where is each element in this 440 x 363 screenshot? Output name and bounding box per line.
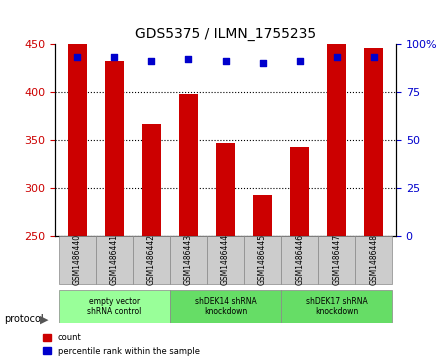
Text: ▶: ▶ — [40, 314, 48, 325]
FancyBboxPatch shape — [318, 236, 355, 284]
Text: GSM1486443: GSM1486443 — [184, 234, 193, 285]
Bar — [179, 94, 198, 236]
Text: GSM1486440: GSM1486440 — [73, 234, 82, 285]
Bar — [327, 42, 346, 236]
FancyBboxPatch shape — [170, 236, 207, 284]
Bar — [68, 42, 87, 236]
Point — [74, 54, 81, 60]
Text: shDEK17 shRNA
knockdown: shDEK17 shRNA knockdown — [306, 297, 367, 316]
Point — [111, 54, 118, 60]
Text: GSM1486445: GSM1486445 — [258, 234, 267, 285]
FancyBboxPatch shape — [96, 236, 133, 284]
Point — [222, 58, 229, 64]
FancyBboxPatch shape — [355, 236, 392, 284]
Text: GSM1486446: GSM1486446 — [295, 234, 304, 285]
FancyBboxPatch shape — [170, 290, 281, 323]
Text: protocol: protocol — [4, 314, 44, 325]
Bar — [142, 124, 161, 236]
Bar — [290, 147, 309, 236]
Point — [333, 54, 340, 60]
FancyBboxPatch shape — [244, 236, 281, 284]
Point — [185, 56, 192, 62]
Bar — [253, 195, 272, 236]
FancyBboxPatch shape — [281, 236, 318, 284]
Point — [296, 58, 303, 64]
Legend: count, percentile rank within the sample: count, percentile rank within the sample — [39, 330, 203, 359]
Bar — [216, 143, 235, 236]
Text: empty vector
shRNA control: empty vector shRNA control — [87, 297, 142, 316]
FancyBboxPatch shape — [133, 236, 170, 284]
Title: GDS5375 / ILMN_1755235: GDS5375 / ILMN_1755235 — [135, 27, 316, 41]
FancyBboxPatch shape — [207, 236, 244, 284]
Point — [259, 60, 266, 66]
Point — [370, 54, 377, 60]
Bar — [364, 48, 383, 236]
Text: GSM1486447: GSM1486447 — [332, 234, 341, 285]
Text: GSM1486442: GSM1486442 — [147, 234, 156, 285]
Text: GSM1486448: GSM1486448 — [369, 234, 378, 285]
Point — [148, 58, 155, 64]
Bar — [105, 61, 124, 236]
FancyBboxPatch shape — [59, 290, 170, 323]
Text: GSM1486441: GSM1486441 — [110, 234, 119, 285]
FancyBboxPatch shape — [281, 290, 392, 323]
Text: GSM1486444: GSM1486444 — [221, 234, 230, 285]
Text: shDEK14 shRNA
knockdown: shDEK14 shRNA knockdown — [194, 297, 257, 316]
FancyBboxPatch shape — [59, 236, 96, 284]
